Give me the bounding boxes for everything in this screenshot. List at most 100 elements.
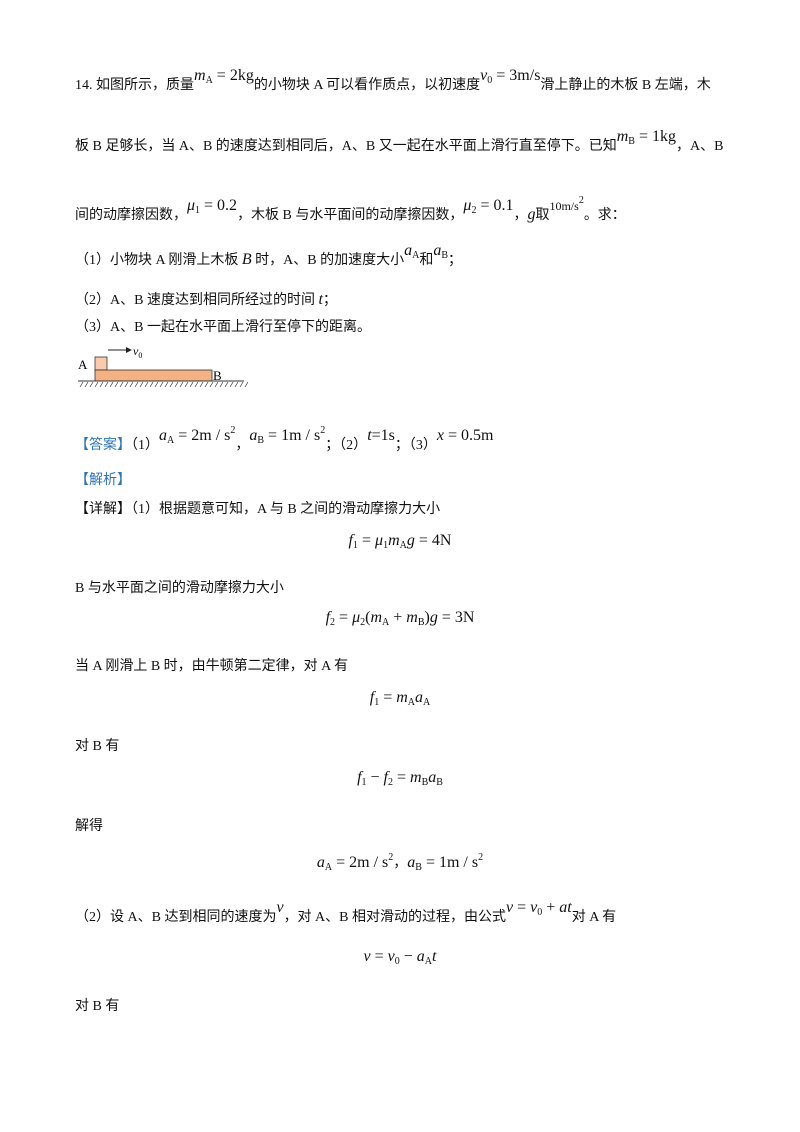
text-line: B 与水平面之间的滑动摩擦力大小 [75,579,284,599]
section-label: 【答案】 [75,438,131,453]
ground-hatching [79,381,248,388]
formula: v [276,899,284,916]
text: 对 B 有 [75,739,120,754]
hatch-mark [139,381,144,388]
hatch-mark [169,381,174,388]
hatch-mark [224,381,229,388]
text: 对 B 有 [75,999,120,1014]
formula: aB = 1m / s2 [407,852,484,873]
formula: μ1 = 0.2 [187,197,238,216]
label-a: A [78,357,88,372]
hatch-mark [129,381,134,388]
equation: f1 = μ1mAg = 4N [0,531,800,556]
hatch-mark [164,381,169,388]
formula: mA = 2kg [194,67,254,86]
text: 滑上静止的木板 B 左端，木 [540,78,711,93]
hatch-mark [184,381,189,388]
text: 【详解】（1）根据题意可知，A 与 B 之间的滑动摩擦力大小 [75,502,441,517]
block-a [94,356,108,371]
text: （2）A、B 速度达到相同所经过的时间 [75,293,319,308]
hatch-mark [84,381,89,388]
equation: aA = 2m / s2，aB = 1m / s2 [0,848,800,878]
text: B 与水平面之间的滑动摩擦力大小 [75,581,284,596]
text: （2）设 A、B 达到相同的速度为 [75,910,277,925]
hatch-mark [209,381,214,388]
text: ，木板 B 与水平面间的动摩擦因数， [237,208,464,223]
hatch-mark [189,381,194,388]
hatch-mark [89,381,94,388]
text: ，对 A、B 相对滑动的过程，由公式 [283,910,507,925]
hatch-mark [144,381,149,388]
hatch-mark [204,381,209,388]
text: ；（2） [325,438,368,453]
hatch-mark [109,381,114,388]
hatch-mark [234,381,239,388]
hatch-mark [174,381,179,388]
formula: f1 = μ1mAg = 4N [348,532,452,551]
hatch-mark [154,381,159,388]
formula: B [241,251,252,268]
text: 解得 [75,819,103,834]
text: 对 A 有 [571,910,617,925]
text: 板 B 足够长，当 A、B 的速度达到相同后，A、B 又一起在水平面上滑行直至停… [75,139,617,154]
formula: t=1s [367,427,395,444]
equation: f1 − f2 = mBaB [0,768,800,793]
hatch-mark [229,381,234,388]
text-line: 14. 如图所示，质量mA = 2kg的小物块 A 可以看作质点，以初速度v0 … [75,67,711,100]
hatch-mark [104,381,109,388]
formula: f1 − f2 = mBaB [357,769,443,788]
text: ， [393,856,408,871]
formula: 10m/s2 [549,195,584,213]
hatch-mark [134,381,139,388]
text-line: 对 B 有 [75,997,119,1017]
hatch-mark [124,381,129,388]
text-line: 板 B 足够长，当 A、B 的速度达到相同后，A、B 又一起在水平面上滑行直至停… [75,128,724,161]
text-line: 解得 [75,817,103,837]
text-line: 【答案】（1）aA = 2m / s2，aB = 1m / s2；（2）t=1s… [75,425,494,460]
hatch-mark [119,381,124,388]
formula: x = 0.5m [436,427,494,444]
hatch-mark [219,381,224,388]
formula: v = v0 + at [506,899,572,918]
text: ， [235,438,250,453]
text: ； [447,253,462,268]
figure-block-on-board: v0 A B [78,345,248,388]
formula: v = v0 − aAt [363,948,437,967]
text: ；（3） [394,438,437,453]
text-line: 当 A 刚滑上 B 时，由牛顿第二定律，对 A 有 [75,657,348,677]
hatch-mark [244,381,248,388]
equation: v = v0 − aAt [0,947,800,972]
text: （1）小物块 A 刚滑上木板 [75,253,242,268]
hatch-mark [199,381,204,388]
text: 和 [419,253,434,268]
text: 取 [535,208,550,223]
section-label: 【解析】 [75,473,131,488]
board-b [94,369,213,382]
text-line: （3）A、B 一起在水平面上滑行至停下的距离。 [75,318,371,338]
text: 间的动摩擦因数， [75,208,187,223]
text-line: 间的动摩擦因数，μ1 = 0.2，木板 B 与水平面间的动摩擦因数，μ2 = 0… [75,195,626,230]
hatch-mark [214,381,219,388]
formula: mB = 1kg [616,128,676,147]
formula: aB [433,242,448,261]
text: 的小物块 A 可以看作质点，以初速度 [253,78,481,93]
text: 。求： [583,208,626,223]
hatch-mark [239,381,244,388]
text: 14. 如图所示，质量 [75,78,194,93]
formula: μ2 = 0.1 [463,197,514,216]
text-line: 【详解】（1）根据题意可知，A 与 B 之间的滑动摩擦力大小 [75,500,440,520]
velocity-label: v0 [133,345,142,360]
formula: aA = 2m / s2 [316,852,394,873]
text: ，A、B [676,139,724,154]
text: 时，A、B 的加速度大小 [251,253,405,268]
text-line: 对 B 有 [75,737,119,757]
text: 当 A 刚滑上 B 时，由牛顿第二定律，对 A 有 [75,659,349,674]
text-line: （2）A、B 速度达到相同所经过的时间 t； [75,290,337,311]
hatch-mark [194,381,199,388]
formula: t [318,291,323,308]
equation: f1 = mAaA [0,688,800,713]
hatch-mark [79,381,84,388]
hatch-mark [114,381,119,388]
text-line: （2）设 A、B 达到相同的速度为v，对 A、B 相对滑动的过程，由公式v = … [75,899,617,932]
text: ， [513,208,528,223]
